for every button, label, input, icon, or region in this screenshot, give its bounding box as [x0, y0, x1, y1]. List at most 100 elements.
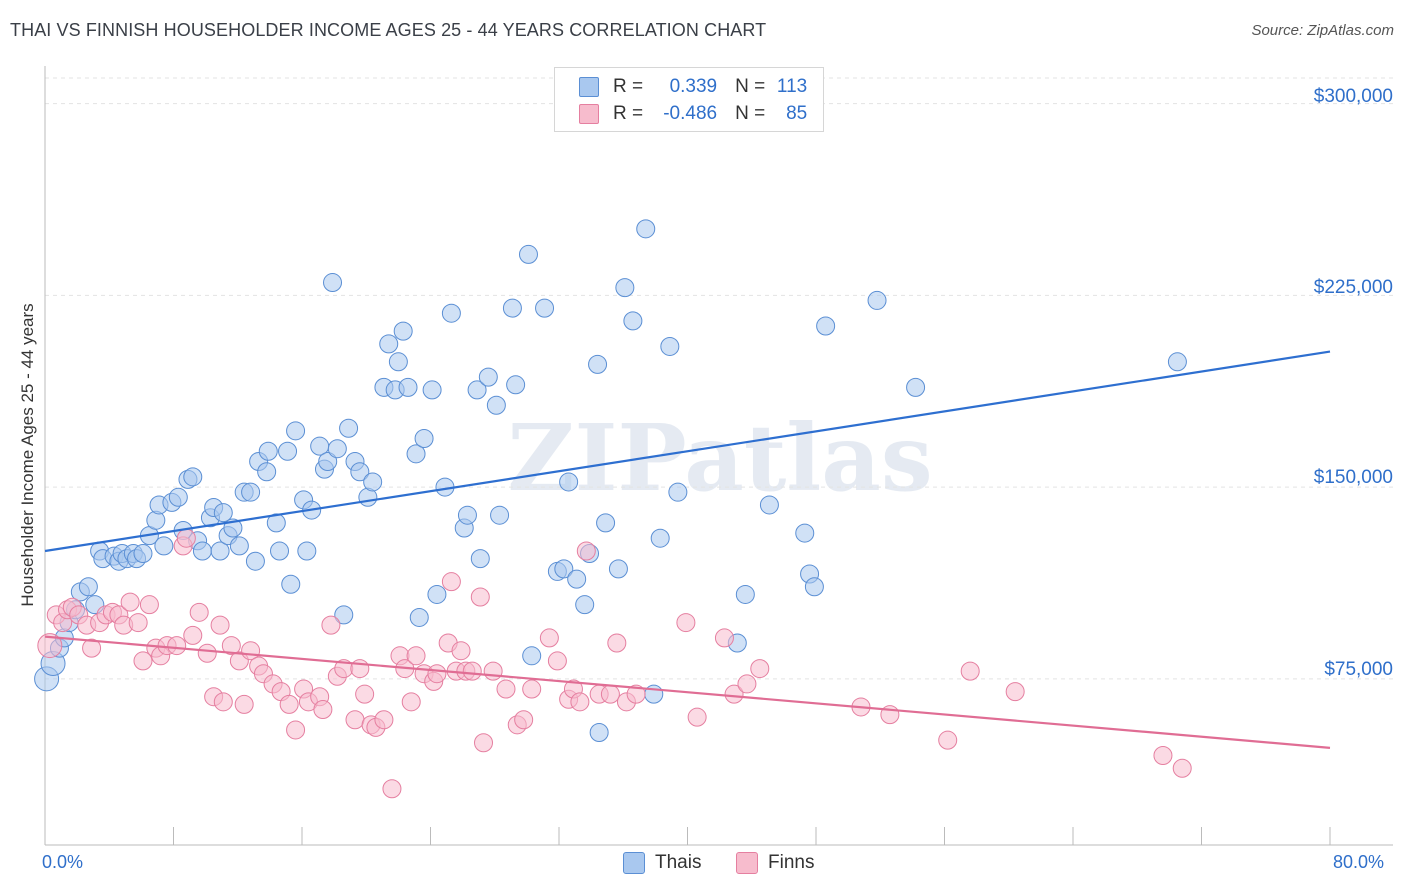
point-finns [128, 613, 148, 633]
point-thais [154, 536, 174, 556]
y-tick-label-300k: $300,000 [1313, 86, 1393, 107]
point-thais [241, 482, 261, 502]
legend-item-thais[interactable]: Thais [623, 852, 701, 874]
point-thais [608, 559, 628, 579]
trend-line-finns [44, 635, 1331, 749]
point-finns [737, 674, 757, 694]
point-finns [167, 636, 187, 656]
point-finns [374, 710, 394, 730]
legend-n-label: N = [735, 103, 766, 124]
point-thais [575, 595, 595, 615]
point-thais [795, 523, 815, 543]
point-thais [636, 219, 656, 239]
point-finns [547, 651, 567, 671]
point-thais [270, 541, 290, 561]
legend-swatch-finns [579, 104, 599, 124]
point-thais [441, 303, 461, 323]
trend-lines [44, 350, 1331, 749]
y-tick-label-225k: $225,000 [1313, 277, 1393, 298]
point-finns [139, 595, 159, 615]
point-finns [687, 707, 707, 727]
point-thais [210, 541, 230, 561]
point-thais [478, 367, 498, 387]
point-thais [281, 574, 301, 594]
point-finns [133, 651, 153, 671]
point-thais [379, 334, 399, 354]
grid-lines [45, 77, 1393, 680]
point-finns [570, 692, 590, 712]
point-finns [406, 646, 426, 666]
y-tick-label-150k: $150,000 [1313, 467, 1393, 488]
point-thais [506, 375, 526, 395]
point-finns [626, 684, 646, 704]
point-thais [388, 352, 408, 372]
point-thais [318, 452, 338, 471]
point-finns [539, 628, 559, 648]
point-thais [363, 472, 383, 492]
x-tick-label-max: 80.0% [1333, 852, 1385, 872]
point-thais [414, 428, 434, 448]
point-finns [221, 636, 241, 656]
legend-n-value: 85 [786, 103, 808, 124]
point-thais [816, 316, 836, 336]
point-finns [286, 720, 306, 740]
point-thais [1167, 352, 1187, 372]
point-finns [82, 638, 102, 658]
legend-r-label: R = [613, 103, 644, 124]
point-thais [522, 646, 542, 666]
point-thais [490, 505, 510, 525]
point-finns [176, 528, 196, 548]
point-finns [279, 694, 299, 714]
point-thais [334, 605, 354, 625]
legend-r-value: 0.339 [669, 76, 718, 97]
source-label: Source: ZipAtlas.com [1251, 22, 1394, 39]
point-thais [486, 395, 506, 415]
point-thais [615, 278, 635, 298]
point-finns [427, 664, 447, 684]
point-thais [867, 290, 887, 310]
axes [44, 66, 1393, 846]
legend-item-finns[interactable]: Finns [736, 852, 814, 874]
legend-row-thais: R = 0.339 N = 113 [555, 74, 807, 100]
point-finns [401, 692, 421, 712]
point-finns [496, 679, 516, 699]
point-finns [120, 592, 140, 612]
point-thais [589, 723, 609, 743]
point-finns [714, 628, 734, 648]
legend-n-value: 113 [776, 76, 808, 97]
point-thais [596, 513, 616, 533]
legend-r-value: -0.486 [663, 103, 718, 124]
point-thais [422, 380, 442, 400]
point-finns [600, 684, 620, 704]
point-finns [37, 633, 63, 659]
point-thais [213, 503, 233, 523]
point-thais [502, 298, 522, 318]
point-finns [750, 659, 770, 679]
point-finns [1153, 746, 1173, 766]
point-thais [906, 377, 926, 397]
stats-legend: R = 0.339 N = 113 R = -0.486 N = 85 [554, 67, 824, 132]
point-finns [514, 710, 534, 730]
x-tick-label-min: 0.0% [42, 852, 84, 872]
point-finns [1005, 682, 1025, 702]
point-finns [183, 625, 203, 645]
point-thais [393, 321, 413, 341]
legend-row-finns: R = -0.486 N = 85 [555, 101, 807, 127]
y-tick-label-75k: $75,000 [1324, 659, 1393, 680]
point-thais [183, 467, 203, 487]
watermark: ZIPatlas [507, 404, 932, 512]
point-finns [462, 661, 482, 681]
point-thais [623, 311, 643, 331]
point-thais [660, 336, 680, 356]
point-thais [668, 482, 688, 502]
point-thais [350, 462, 370, 482]
point-thais [467, 380, 487, 400]
legend-label-thais: Thais [655, 852, 702, 873]
legend-label-finns: Finns [768, 852, 815, 873]
point-finns [213, 692, 233, 712]
point-finns [345, 710, 365, 730]
point-thais [133, 544, 153, 564]
point-finns [1172, 758, 1192, 778]
point-finns [234, 694, 254, 714]
